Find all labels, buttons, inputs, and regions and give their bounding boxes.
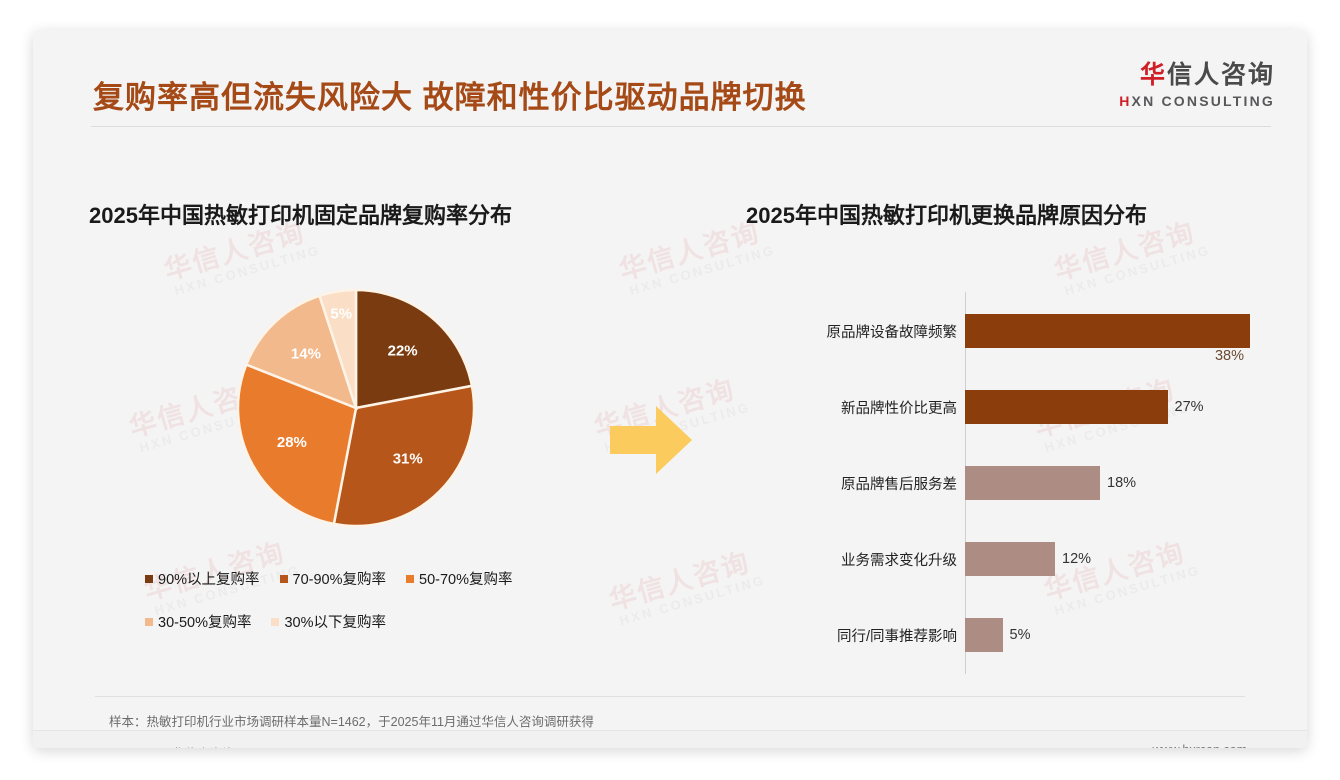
logo-chinese: 华信人咨询 xyxy=(1119,55,1275,91)
bar-row: 原品牌设备故障频繁 38% xyxy=(746,314,1286,364)
bar-chart: 原品牌设备故障频繁 38% 新品牌性价比更高 27% 原品牌售后服务差 18% 业务需求变化… xyxy=(746,288,1286,678)
footer-website[interactable]: www.hxrcon.com xyxy=(1153,743,1247,748)
pie-chart: 22% 31% 28% 14% 5% xyxy=(236,288,476,528)
bar-row: 业务需求变化升级 12% xyxy=(746,542,1286,576)
bar-track: 5% xyxy=(965,618,1286,652)
footer-copyright: ©2026.1 HXR华信人咨询 xyxy=(95,743,235,748)
right-arrow-svg xyxy=(610,406,692,474)
pie-chart-svg: 22% 31% 28% 14% 5% xyxy=(236,288,476,528)
pie-slice xyxy=(317,288,358,409)
bar-value-label: 27% xyxy=(1174,399,1204,415)
legend-item[interactable]: 50-70%复购率 xyxy=(406,568,513,589)
pie-legend: 90%以上复购率 70-90%复购率 50-70%复购率 30-50%复购率 30%以… xyxy=(145,568,585,654)
pie-slice-label: 31% xyxy=(393,451,423,468)
pie-slice-label: 14% xyxy=(291,346,321,363)
logo-en-accent: H xyxy=(1119,93,1132,109)
bar-row: 同行/同事推荐影响 5% xyxy=(746,618,1286,652)
legend-label: 50-70%复购率 xyxy=(419,572,513,588)
legend-item[interactable]: 90%以上复购率 xyxy=(145,568,260,589)
legend-swatch xyxy=(145,574,153,583)
bar-track: 38% xyxy=(965,314,1286,364)
bar-fill[interactable] xyxy=(965,466,1100,500)
legend-label: 30-50%复购率 xyxy=(158,615,252,631)
legend-item[interactable]: 30%以下复购率 xyxy=(271,611,386,632)
logo-rest-chars: 信人咨询 xyxy=(1166,61,1275,89)
watermark-en: HXN CONSULTING xyxy=(617,572,768,629)
bar-fill[interactable] xyxy=(965,314,1250,348)
legend-row: 30-50%复购率 30%以下复购率 xyxy=(145,611,585,632)
brand-logo: 华信人咨询 HXN CONSULTING xyxy=(1119,55,1275,109)
bar-value-label: 18% xyxy=(1107,475,1137,491)
legend-label: 90%以上复购率 xyxy=(158,572,260,588)
bar-value-label: 12% xyxy=(1062,551,1092,567)
bar-track: 12% xyxy=(965,542,1286,576)
bar-row: 新品牌性价比更高 27% xyxy=(746,390,1286,424)
logo-accent-char: 华 xyxy=(1139,61,1167,89)
legend-swatch xyxy=(145,617,153,626)
page-title: 复购率高但流失风险大 故障和性价比驱动品牌切换 xyxy=(93,80,807,115)
header-divider xyxy=(91,126,1271,127)
bar-value-label: 5% xyxy=(1009,627,1031,643)
legend-item[interactable]: 30-50%复购率 xyxy=(145,611,251,632)
bar-fill[interactable] xyxy=(965,542,1055,576)
bar-category-label: 业务需求变化升级 xyxy=(841,552,957,569)
pie-slice-label: 22% xyxy=(388,343,418,360)
bar-value-label: 38% xyxy=(1214,348,1244,364)
legend-swatch xyxy=(406,574,415,583)
bar-row: 原品牌售后服务差 18% xyxy=(746,466,1286,500)
legend-label: 70-90%复购率 xyxy=(292,572,387,588)
footer-divider xyxy=(33,730,1307,731)
bar-fill[interactable] xyxy=(965,390,1168,424)
bar-chart-title: 2025年中国热敏打印机更换品牌原因分布 xyxy=(746,203,1147,228)
bar-category-label: 新品牌性价比更高 xyxy=(841,400,957,417)
logo-en-rest: XN CONSULTING xyxy=(1131,93,1275,109)
footer-bar xyxy=(33,731,1307,748)
logo-english: HXN CONSULTING xyxy=(1119,93,1275,109)
bar-fill[interactable] xyxy=(965,618,1003,652)
bar-category-label: 同行/同事推荐影响 xyxy=(836,628,957,645)
bar-category-label: 原品牌设备故障频繁 xyxy=(826,324,958,341)
legend-item[interactable]: 70-90%复购率 xyxy=(279,568,387,589)
slide-canvas: 华信人咨询 HXN CONSULTING 华信人咨询 HXN CONSULTING … xyxy=(33,30,1307,748)
pie-slice-label: 5% xyxy=(330,306,352,323)
footnote-divider xyxy=(95,696,1245,697)
bar-track: 18% xyxy=(965,466,1286,500)
pie-slice xyxy=(354,288,474,410)
legend-swatch xyxy=(279,574,288,583)
bar-category-label: 原品牌售后服务差 xyxy=(841,476,957,493)
watermark-cn: 华信人咨询 xyxy=(605,547,754,616)
right-arrow-icon xyxy=(608,402,694,483)
pie-slice xyxy=(332,384,476,528)
legend-swatch xyxy=(271,617,280,626)
legend-row: 90%以上复购率 70-90%复购率 50-70%复购率 xyxy=(145,568,585,589)
pie-slice xyxy=(236,362,358,526)
sample-footnote: 样本：热敏打印机行业市场调研样本量N=1462，于2025年11月通过华信人咨询… xyxy=(109,715,594,729)
bar-track: 27% xyxy=(965,390,1286,424)
bar-fill-wrapper: 38% xyxy=(965,314,1250,364)
pie-slice-label: 28% xyxy=(277,434,307,451)
legend-label: 30%以下复购率 xyxy=(284,615,387,631)
pie-chart-title: 2025年中国热敏打印机固定品牌复购率分布 xyxy=(89,203,512,228)
